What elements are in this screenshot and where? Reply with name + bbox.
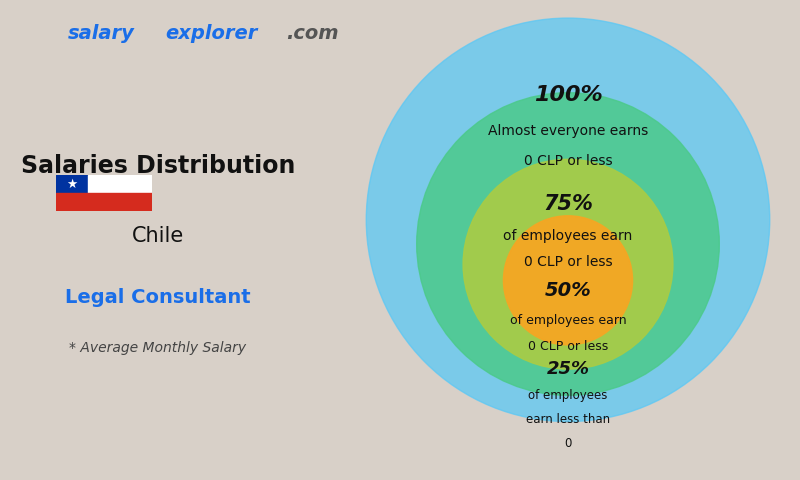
Text: * Average Monthly Salary: * Average Monthly Salary [70, 341, 246, 355]
Circle shape [503, 216, 633, 345]
Text: 0 CLP or less: 0 CLP or less [524, 255, 612, 269]
Bar [88, 175, 152, 193]
Text: 0: 0 [564, 437, 572, 450]
Bar [56, 175, 88, 193]
Circle shape [463, 159, 673, 369]
Text: Legal Consultant: Legal Consultant [65, 288, 250, 307]
Circle shape [417, 93, 719, 396]
Text: ★: ★ [66, 178, 78, 191]
Text: earn less than: earn less than [526, 413, 610, 426]
Bar [56, 193, 152, 211]
Text: .com: .com [286, 24, 338, 43]
Text: 75%: 75% [543, 194, 593, 214]
Text: 0 CLP or less: 0 CLP or less [524, 155, 612, 168]
Text: of employees: of employees [528, 389, 608, 402]
Text: 25%: 25% [546, 360, 590, 378]
Text: 100%: 100% [534, 85, 602, 105]
Text: of employees earn: of employees earn [503, 229, 633, 243]
Circle shape [366, 18, 770, 421]
Text: 0 CLP or less: 0 CLP or less [528, 340, 608, 353]
Text: explorer: explorer [166, 24, 258, 43]
Text: of employees earn: of employees earn [510, 314, 626, 327]
Text: Salaries Distribution: Salaries Distribution [21, 154, 295, 178]
Text: 50%: 50% [545, 281, 591, 300]
Text: salary: salary [68, 24, 134, 43]
Text: Almost everyone earns: Almost everyone earns [488, 124, 648, 138]
Text: Chile: Chile [132, 226, 184, 246]
